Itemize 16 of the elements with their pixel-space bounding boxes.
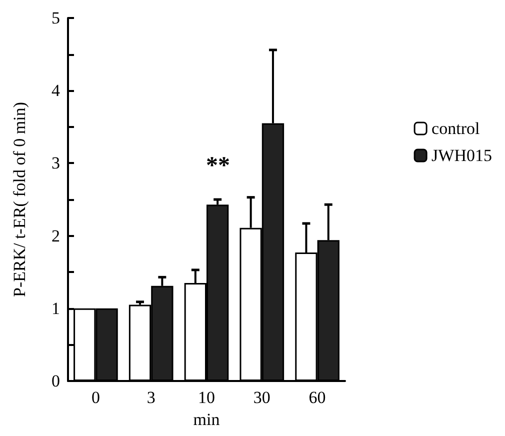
- x-tick-label: 0: [91, 388, 100, 407]
- annotation: **: [206, 153, 230, 179]
- x-tick-label: 60: [308, 388, 326, 407]
- y-tick-label: 2: [52, 226, 60, 246]
- y-tick-label: 0: [52, 372, 60, 390]
- y-tick-label: 3: [52, 154, 60, 173]
- legend-label: JWH015: [432, 146, 492, 165]
- x-tick-label: 30: [253, 388, 270, 407]
- y-tick-label: 1: [52, 298, 60, 318]
- x-tick-label: 10: [198, 388, 215, 407]
- y-tick-label: 4: [52, 81, 60, 100]
- x-tick-label: 3: [146, 388, 156, 407]
- y-tick-label: 5: [52, 8, 60, 28]
- x-axis-title: min: [193, 410, 220, 429]
- legend-label: control: [432, 119, 480, 138]
- y-axis-title: P-ERK/ t-ER( fold of 0 min): [10, 102, 29, 298]
